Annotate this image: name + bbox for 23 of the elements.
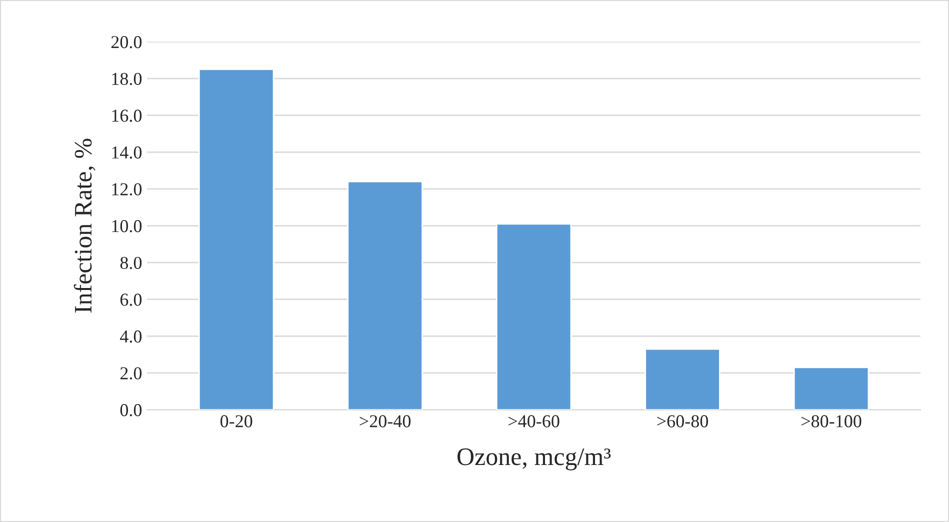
bar [198,68,274,410]
y-tick-label: 0.0 [120,404,142,416]
x-tick-label: >20-40 [360,415,411,428]
x-axis-title: Ozone, mcg/m³ [458,448,611,470]
y-tick-label: 10.0 [112,220,142,232]
y-axis-title: Infection Rate, % [74,138,96,313]
y-tick-label: 8.0 [120,256,142,270]
bar [793,366,870,410]
y-tick-label: 4.0 [120,330,142,343]
x-tick-label: >40-60 [508,415,560,428]
y-tick-label: 20.0 [111,36,142,48]
x-tick-label: >80-100 [802,415,862,428]
y-tick-label: 18.0 [112,72,142,86]
y-tick-label: 14.0 [112,146,142,159]
x-tick-label: 0-20 [220,415,252,428]
y-tick-label: 6.0 [120,294,142,306]
y-tick-label: 12.0 [112,183,142,196]
y-tick-label: 16.0 [112,110,142,122]
y-tick-label: 2.0 [120,367,142,380]
bar [644,348,720,410]
bar [496,223,572,410]
x-tick-label: >60-80 [657,415,708,428]
bar [347,180,423,410]
